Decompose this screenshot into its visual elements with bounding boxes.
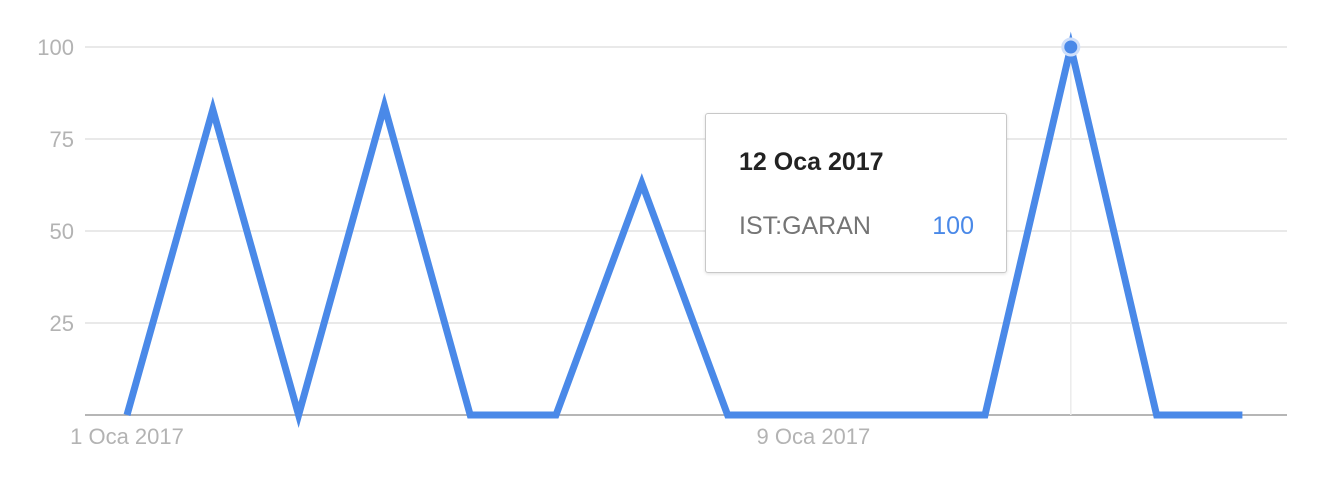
tooltip: 12 Oca 2017 IST:GARAN 100 bbox=[705, 113, 1007, 273]
tooltip-date: 12 Oca 2017 bbox=[739, 148, 884, 176]
grid-lines bbox=[85, 46, 1287, 324]
y-tick-label: 100 bbox=[37, 35, 74, 60]
tooltip-value: 100 bbox=[932, 212, 974, 240]
series-layer bbox=[123, 31, 1243, 429]
series-line bbox=[123, 31, 1243, 429]
y-tick-label: 50 bbox=[50, 219, 74, 244]
x-axis-ticks: 1 Oca 2017 9 Oca 2017 bbox=[70, 424, 870, 449]
x-tick-label: 1 Oca 2017 bbox=[70, 424, 184, 449]
y-tick-label: 25 bbox=[50, 311, 74, 336]
data-points bbox=[1061, 37, 1081, 57]
tooltip-series-name: IST:GARAN bbox=[739, 212, 871, 240]
y-axis-ticks: 25 50 75 100 bbox=[37, 35, 74, 336]
y-tick-label: 75 bbox=[50, 127, 74, 152]
highlighted-point bbox=[1061, 37, 1081, 57]
x-tick-label: 9 Oca 2017 bbox=[757, 424, 871, 449]
